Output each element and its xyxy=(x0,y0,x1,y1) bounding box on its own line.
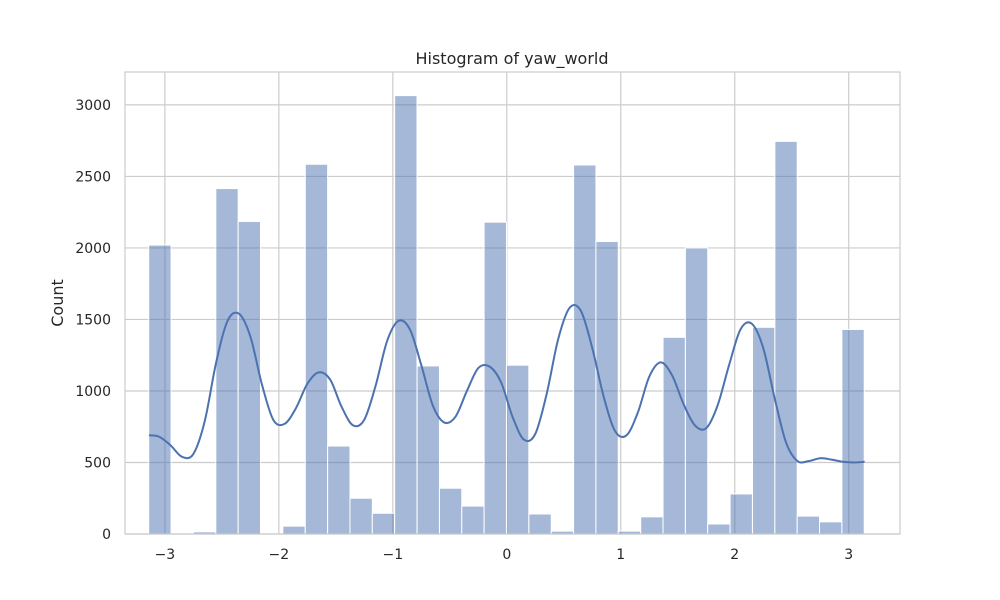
x-tick-label: 0 xyxy=(502,547,511,563)
histogram-bar xyxy=(505,364,530,535)
histogram-bar xyxy=(640,516,664,535)
histogram-bar xyxy=(349,497,373,535)
histogram-bar xyxy=(438,487,463,535)
histogram-bar xyxy=(819,521,843,535)
y-tick-label: 2000 xyxy=(75,241,111,257)
histogram-bar xyxy=(774,140,798,535)
histogram-bar xyxy=(237,220,262,535)
x-axis-ticks: −3 −2 −1 0 1 2 3 xyxy=(155,547,854,563)
chart-title: Histogram of yaw_world xyxy=(415,49,608,69)
kde-curve xyxy=(148,304,865,464)
histogram-bar xyxy=(752,326,776,535)
x-tick-label: 2 xyxy=(730,547,739,563)
x-tick-label: 1 xyxy=(616,547,625,563)
y-tick-label: 1000 xyxy=(75,384,111,400)
histogram-bar xyxy=(595,240,619,535)
y-tick-label: 500 xyxy=(84,455,111,471)
histogram-bar xyxy=(148,244,172,535)
y-axis-ticks: 0 500 1000 1500 2000 2500 3000 xyxy=(75,98,111,543)
histogram-bar xyxy=(729,493,753,535)
y-tick-label: 0 xyxy=(102,527,111,543)
histogram-bar xyxy=(796,515,821,535)
plot-frame xyxy=(124,71,901,535)
histogram-bar xyxy=(841,328,865,535)
histogram-bar xyxy=(528,513,552,535)
histogram-bar xyxy=(684,247,709,535)
y-tick-label: 1500 xyxy=(75,312,111,328)
histogram-bar xyxy=(707,523,731,535)
x-tick-label: −1 xyxy=(383,547,404,563)
y-tick-label: 3000 xyxy=(75,98,111,114)
histogram-bar xyxy=(327,445,351,535)
plot-area xyxy=(124,71,901,535)
x-tick-label: −2 xyxy=(269,547,290,563)
histogram-bar xyxy=(282,525,306,535)
y-axis-label: Count xyxy=(48,279,67,327)
x-tick-label: 3 xyxy=(844,547,853,563)
histogram-bar xyxy=(461,505,485,535)
y-tick-label: 2500 xyxy=(75,169,111,185)
histogram-bar xyxy=(483,221,507,535)
histogram-bar xyxy=(371,512,396,535)
histogram-bar xyxy=(215,188,239,535)
histogram-bar xyxy=(304,163,329,535)
x-tick-label: −3 xyxy=(155,547,176,563)
histogram-bar xyxy=(394,95,418,535)
